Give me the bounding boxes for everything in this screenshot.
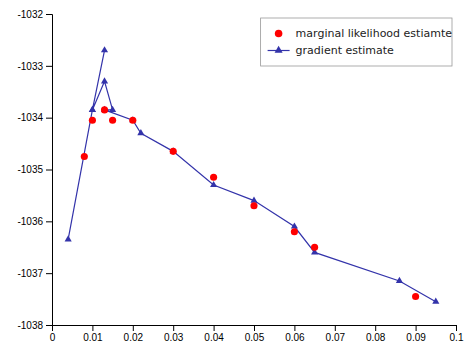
marker	[101, 46, 108, 52]
marker	[89, 106, 96, 112]
y-tick-label: -1038	[17, 320, 43, 331]
y-tick: -1032	[17, 9, 52, 20]
y-tick: -1035	[17, 164, 52, 175]
x-tick-label: 0.01	[83, 332, 103, 343]
y-tick-mark	[46, 273, 52, 274]
y-tick-label: -1036	[17, 216, 43, 227]
y-tick-label: -1032	[17, 9, 43, 20]
marker	[137, 129, 144, 135]
marker	[291, 222, 298, 228]
legend-box	[261, 18, 452, 66]
x-tick-mark	[214, 325, 215, 331]
y-axis: -1038 -1037 -1036 -1035 -1034 -1033 -1032	[17, 9, 52, 331]
y-tick-label: -1035	[17, 164, 43, 175]
y-tick-mark	[46, 118, 52, 119]
legend-label: gradient estimate	[296, 44, 394, 57]
y-tick: -1036	[17, 216, 52, 227]
marker	[432, 298, 439, 304]
marker	[250, 196, 257, 202]
marker	[396, 277, 403, 283]
marks	[65, 46, 440, 304]
x-tick-mark	[375, 325, 376, 331]
series-points	[81, 106, 419, 300]
x-tick: 0.03	[164, 325, 184, 343]
plot: 0 0.01 0.02 0.03 0.04 0.05 0.06 0.07 0.08 0.09 0.1…	[17, 9, 463, 343]
y-tick-mark	[46, 221, 52, 222]
x-tick-label: 0	[50, 332, 56, 343]
x-tick-mark	[133, 325, 134, 331]
point	[81, 153, 88, 160]
point	[412, 293, 419, 300]
legend-symbol	[275, 46, 283, 53]
point	[311, 244, 318, 251]
x-tick: 0.08	[366, 325, 386, 343]
x-tick-mark	[92, 325, 93, 331]
y-tick-label: -1034	[17, 112, 43, 123]
legend-label: marginal likelihood estiamte	[296, 27, 453, 40]
x-tick: 0.01	[83, 325, 103, 343]
x-tick-label: 0.08	[366, 332, 386, 343]
series-line	[68, 50, 436, 301]
x-tick-label: 0.05	[245, 332, 265, 343]
marker	[109, 106, 116, 112]
x-tick-mark	[335, 325, 336, 331]
legend-symbol	[275, 30, 283, 38]
legend-item: gradient estimate	[268, 44, 394, 57]
x-tick: 0.07	[326, 325, 346, 343]
series-line	[65, 46, 440, 304]
y-tick-label: -1033	[17, 61, 43, 72]
x-tick: 0	[50, 325, 56, 343]
x-tick: 0.02	[124, 325, 144, 343]
point	[170, 148, 177, 155]
marker	[65, 235, 72, 241]
x-tick-label: 0.03	[164, 332, 184, 343]
chart: 0 0.01 0.02 0.03 0.04 0.05 0.06 0.07 0.08 0.09 0.1…	[0, 0, 474, 355]
y-tick: -1034	[17, 112, 52, 123]
legend: marginal likelihood estiamte gradient est…	[261, 18, 453, 66]
x-tick: 0.1	[450, 325, 464, 343]
marker	[101, 77, 108, 83]
x-tick-mark	[416, 325, 417, 331]
x-tick-label: 0.06	[285, 332, 305, 343]
x-axis-line	[53, 326, 457, 332]
y-tick-mark	[46, 170, 52, 171]
y-tick: -1038	[17, 320, 52, 331]
x-tick: 0.06	[285, 325, 305, 343]
y-tick-mark	[46, 325, 52, 326]
point	[129, 117, 136, 124]
y-axis-line	[46, 15, 53, 326]
point	[291, 228, 298, 235]
x-tick-label: 0.04	[204, 332, 224, 343]
marker	[210, 181, 217, 187]
marker	[89, 106, 96, 112]
point	[101, 106, 108, 113]
x-tick-label: 0.02	[124, 332, 144, 343]
y-tick-label: -1037	[17, 268, 43, 279]
y-tick: -1037	[17, 268, 52, 279]
point	[250, 202, 257, 209]
legend-item: marginal likelihood estiamte	[275, 27, 452, 40]
x-tick: 0.05	[245, 325, 265, 343]
y-tick: -1033	[17, 61, 52, 72]
point	[210, 174, 217, 181]
x-tick: 0.04	[204, 325, 224, 343]
x-tick: 0.09	[406, 325, 426, 343]
x-tick-label: 0.09	[406, 332, 426, 343]
x-tick-mark	[456, 325, 457, 331]
point	[89, 117, 96, 124]
x-tick-mark	[294, 325, 295, 331]
y-tick-mark	[46, 66, 52, 67]
x-tick-mark	[173, 325, 174, 331]
point	[109, 117, 116, 124]
x-tick-label: 0.07	[326, 332, 346, 343]
x-axis: 0 0.01 0.02 0.03 0.04 0.05 0.06 0.07 0.08 0.09 0.1	[50, 325, 464, 343]
y-tick-mark	[46, 14, 52, 15]
x-tick-mark	[254, 325, 255, 331]
x-tick-label: 0.1	[450, 332, 464, 343]
